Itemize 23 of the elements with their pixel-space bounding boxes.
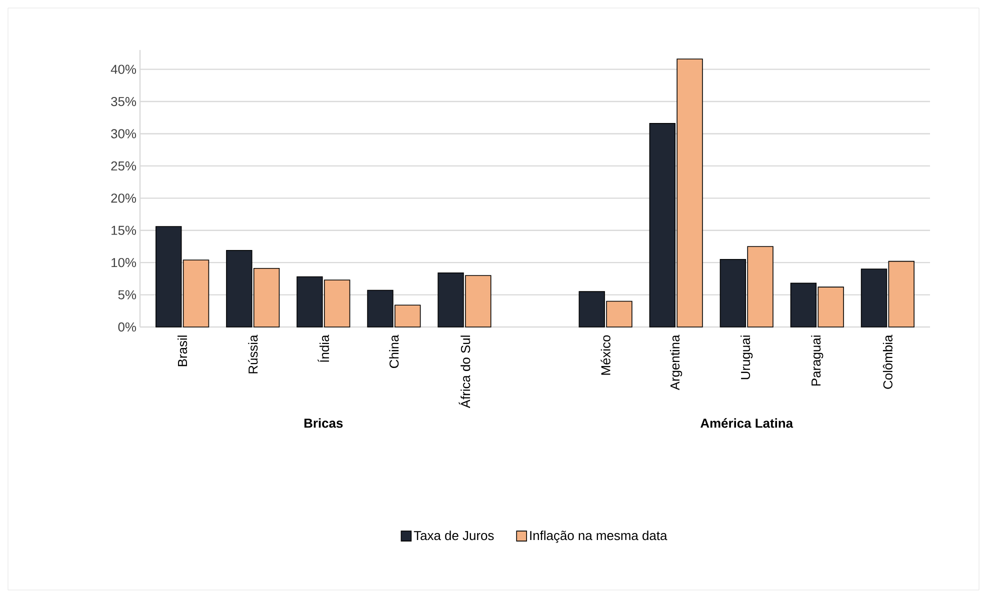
y-tick-label: 10% xyxy=(112,258,136,268)
text: América Latina xyxy=(700,418,794,428)
x-tick-label: Uruguai xyxy=(740,336,753,380)
y-tick-label: 25% xyxy=(111,161,136,171)
legend-label: Inflação na mesma data xyxy=(530,530,668,543)
x-tick-label: México xyxy=(600,335,610,375)
x-tick-label: Paraguai xyxy=(811,336,824,386)
x-tick-label: Brasil xyxy=(178,336,188,366)
y-tick-label: 15% xyxy=(112,226,136,235)
x-tick-label: Argentina xyxy=(670,334,682,390)
y-tick-label: 20% xyxy=(111,194,136,203)
text: Bricas xyxy=(304,418,343,428)
x-tick-label: África do Sul xyxy=(458,336,470,408)
y-tick-label: 5% xyxy=(118,290,136,300)
x-tick-label: Colômbia xyxy=(882,334,892,389)
x-tick-label: Rússia xyxy=(248,334,258,374)
legend-label: Taxa de Juros xyxy=(414,530,494,540)
x-tick-label: Índia xyxy=(318,334,330,362)
y-tick-label: 30% xyxy=(111,129,136,138)
y-tick-label: 0% xyxy=(118,322,136,332)
x-tick-label: China xyxy=(389,334,399,368)
y-tick-label: 35% xyxy=(111,96,136,106)
y-tick-label: 40% xyxy=(110,64,136,74)
